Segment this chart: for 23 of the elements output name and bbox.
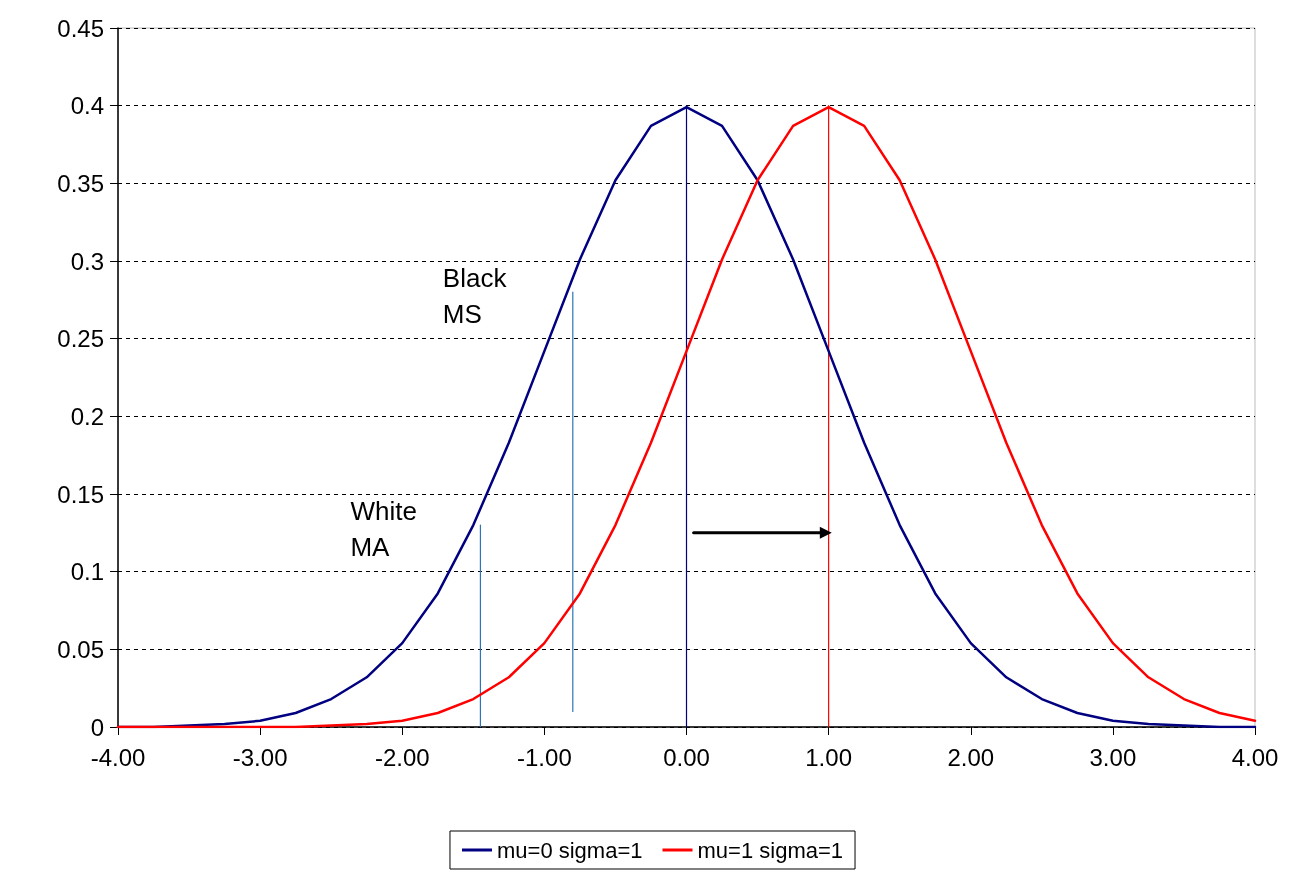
y-tick-label: 0.35 bbox=[57, 169, 104, 197]
x-tick-label: -1.00 bbox=[517, 743, 572, 771]
x-tick-label: 0.00 bbox=[663, 743, 710, 771]
x-tick-label: 1.00 bbox=[805, 743, 852, 771]
x-tick-label: -2.00 bbox=[374, 743, 430, 771]
x-tick-label: -4.00 bbox=[90, 743, 146, 771]
y-tick-label: 0.45 bbox=[57, 14, 104, 42]
y-tick-label: 0.2 bbox=[70, 402, 104, 430]
y-tick-label: 0.1 bbox=[70, 558, 104, 586]
y-tick-label: 0.15 bbox=[57, 480, 104, 508]
y-tick-label: 0.3 bbox=[70, 247, 104, 275]
legend-label: mu=1 sigma=1 bbox=[697, 837, 844, 863]
y-tick-label: 0.4 bbox=[70, 92, 104, 120]
legend-label: mu=0 sigma=1 bbox=[496, 837, 643, 863]
x-tick-label: 3.00 bbox=[1089, 743, 1137, 771]
y-tick-label: 0.05 bbox=[57, 635, 104, 663]
y-tick-label: 0 bbox=[90, 713, 104, 741]
x-tick-label: -3.00 bbox=[232, 743, 288, 771]
annotation: White MA bbox=[350, 496, 425, 563]
y-tick-label: 0.25 bbox=[57, 325, 104, 353]
x-tick-label: 2.00 bbox=[947, 743, 995, 771]
x-tick-label: 4.00 bbox=[1231, 743, 1279, 771]
annotation: Black MS bbox=[442, 263, 514, 330]
